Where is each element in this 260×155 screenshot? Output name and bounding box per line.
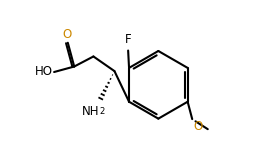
Text: F: F — [125, 33, 132, 46]
Text: HO: HO — [35, 65, 53, 78]
Text: 2: 2 — [99, 107, 105, 116]
Text: O: O — [62, 28, 72, 41]
Text: O: O — [193, 120, 202, 133]
Text: NH: NH — [81, 105, 99, 118]
